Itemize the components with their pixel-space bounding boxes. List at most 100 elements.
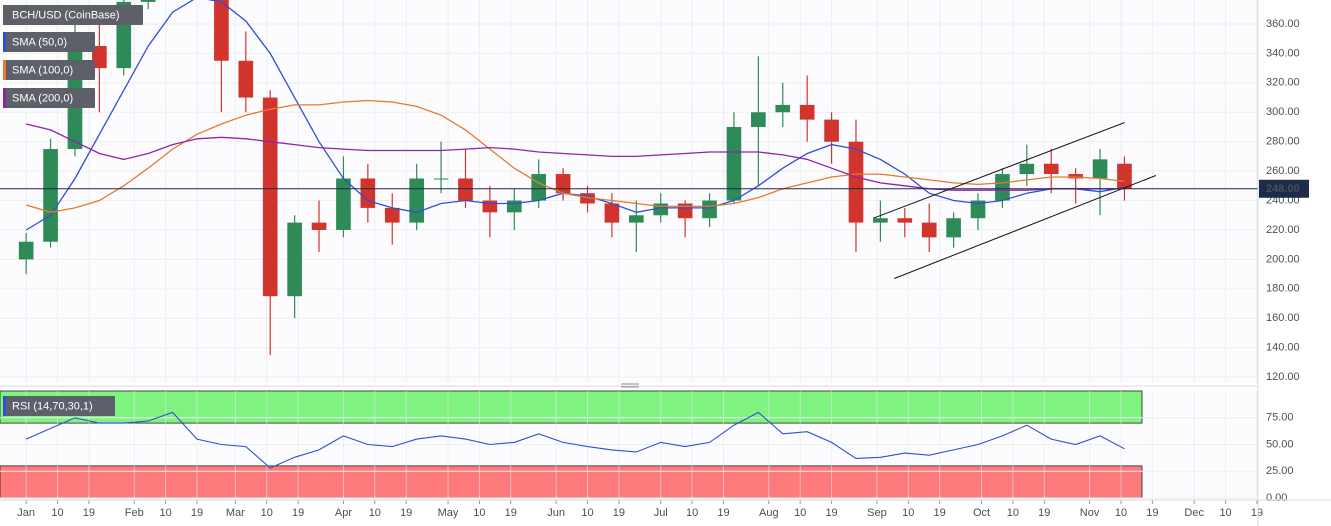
x-tick-label: 10	[794, 507, 806, 519]
legend-box[interactable]	[3, 5, 143, 25]
legend-label: SMA (50,0)	[12, 36, 67, 48]
candle-body	[848, 141, 864, 223]
candle-body	[677, 203, 693, 219]
candle-body	[140, 0, 156, 2]
x-tick-label: 10	[902, 507, 914, 519]
candle-body	[18, 241, 34, 260]
candle-body	[873, 218, 888, 223]
candle-body	[970, 200, 986, 219]
candle-body	[629, 215, 644, 223]
rsi-band	[0, 465, 1143, 499]
candle-body	[555, 174, 571, 194]
x-tick-label: 10	[686, 507, 698, 519]
x-tick-label: 19	[1038, 507, 1050, 519]
candle-body	[384, 207, 400, 223]
y-tick-label: 0.00	[1266, 492, 1287, 504]
trend-line	[894, 175, 1156, 279]
legend-label: SMA (200,0)	[12, 92, 73, 104]
x-tick-label: Jul	[654, 507, 668, 519]
x-tick-label: Apr	[335, 507, 352, 519]
x-tick-label: 19	[1251, 507, 1263, 519]
sma-line	[26, 99, 1125, 213]
x-tick-label: 19	[191, 507, 203, 519]
x-tick-label: 19	[934, 507, 946, 519]
candle-body	[580, 193, 595, 204]
x-tick-label: 10	[581, 507, 593, 519]
candle-body	[897, 218, 913, 223]
candle-body	[433, 178, 449, 180]
x-tick-label: Sep	[867, 507, 887, 519]
last-price-label: 248.00	[1266, 183, 1300, 195]
y-tick-label: 180.00	[1266, 283, 1300, 295]
candle-body	[238, 60, 254, 98]
x-tick-label: 10	[51, 507, 63, 519]
candle-body	[506, 200, 522, 213]
sma-line	[25, 0, 1125, 231]
legend-swatch	[3, 5, 6, 25]
rsi-band	[0, 390, 1143, 424]
candle-body	[482, 200, 498, 213]
x-tick-label: 19	[613, 507, 625, 519]
legend-box[interactable]	[3, 396, 115, 416]
y-tick-label: 340.00	[1266, 47, 1300, 59]
x-tick-label: 10	[1219, 507, 1231, 519]
candle-body	[262, 97, 278, 297]
x-tick-label: Nov	[1080, 507, 1100, 519]
candle-body	[751, 112, 766, 127]
x-tick-label: Jun	[547, 507, 565, 519]
x-tick-label: 19	[83, 507, 95, 519]
legend-swatch	[3, 60, 6, 80]
candle-body	[1068, 174, 1083, 179]
trend-line	[873, 122, 1125, 219]
candle-body	[921, 222, 937, 238]
legend-box[interactable]	[3, 60, 95, 80]
y-tick-label: 360.00	[1266, 18, 1300, 30]
legend: SMA (50,0) SMA (100,0) SMA (200,0) BCH/USD …	[3, 5, 143, 416]
x-tick-label: Oct	[973, 507, 990, 519]
last-price-box	[1259, 179, 1309, 198]
candle-body	[995, 174, 1010, 201]
main-plot	[0, 0, 1258, 383]
candle-body	[1092, 159, 1108, 179]
y-tick-label: 320.00	[1266, 77, 1300, 89]
legend-box[interactable]	[3, 88, 95, 108]
sma-line	[26, 123, 1125, 191]
x-tick-label: 19	[717, 507, 729, 519]
rsi-line	[25, 411, 1125, 469]
candle-body	[92, 46, 107, 69]
y-tick-label: 140.00	[1266, 342, 1300, 354]
legend-box[interactable]	[3, 32, 95, 52]
candle-body	[824, 119, 839, 142]
candle-body	[946, 218, 961, 238]
x-tick-label: 19	[825, 507, 837, 519]
x-tick-label: Feb	[125, 507, 144, 519]
x-tick-label: 10	[159, 507, 171, 519]
legend-label: RSI (14,70,30,1)	[12, 400, 93, 412]
x-tick-label: 10	[473, 507, 485, 519]
main-pane	[0, 0, 1258, 383]
candle-body	[458, 178, 473, 201]
candle-body	[287, 222, 302, 297]
candle-body	[43, 149, 58, 242]
legend-swatch	[3, 396, 6, 416]
x-tick-label: 19	[505, 507, 517, 519]
x-tick-label: Mar	[226, 507, 245, 519]
candle-body	[799, 104, 815, 120]
candle-body	[702, 200, 717, 219]
y-tick-label: 260.00	[1266, 165, 1300, 177]
candle-body	[531, 174, 547, 201]
y-tick-label: 25.00	[1266, 465, 1294, 477]
x-tick-label: Dec	[1184, 507, 1204, 519]
x-tick-label: Aug	[759, 507, 779, 519]
candle-body	[1117, 163, 1132, 189]
candle-body	[360, 178, 376, 208]
candle-body	[604, 203, 620, 223]
x-tick-label: 19	[400, 507, 412, 519]
x-tick-label: 19	[292, 507, 304, 519]
x-tick-label: 10	[1007, 507, 1019, 519]
candle-body	[1043, 163, 1059, 175]
y-tick-label: 220.00	[1266, 224, 1300, 236]
y-tick-label: 160.00	[1266, 312, 1300, 324]
y-tick-label: 75.00	[1266, 412, 1294, 424]
